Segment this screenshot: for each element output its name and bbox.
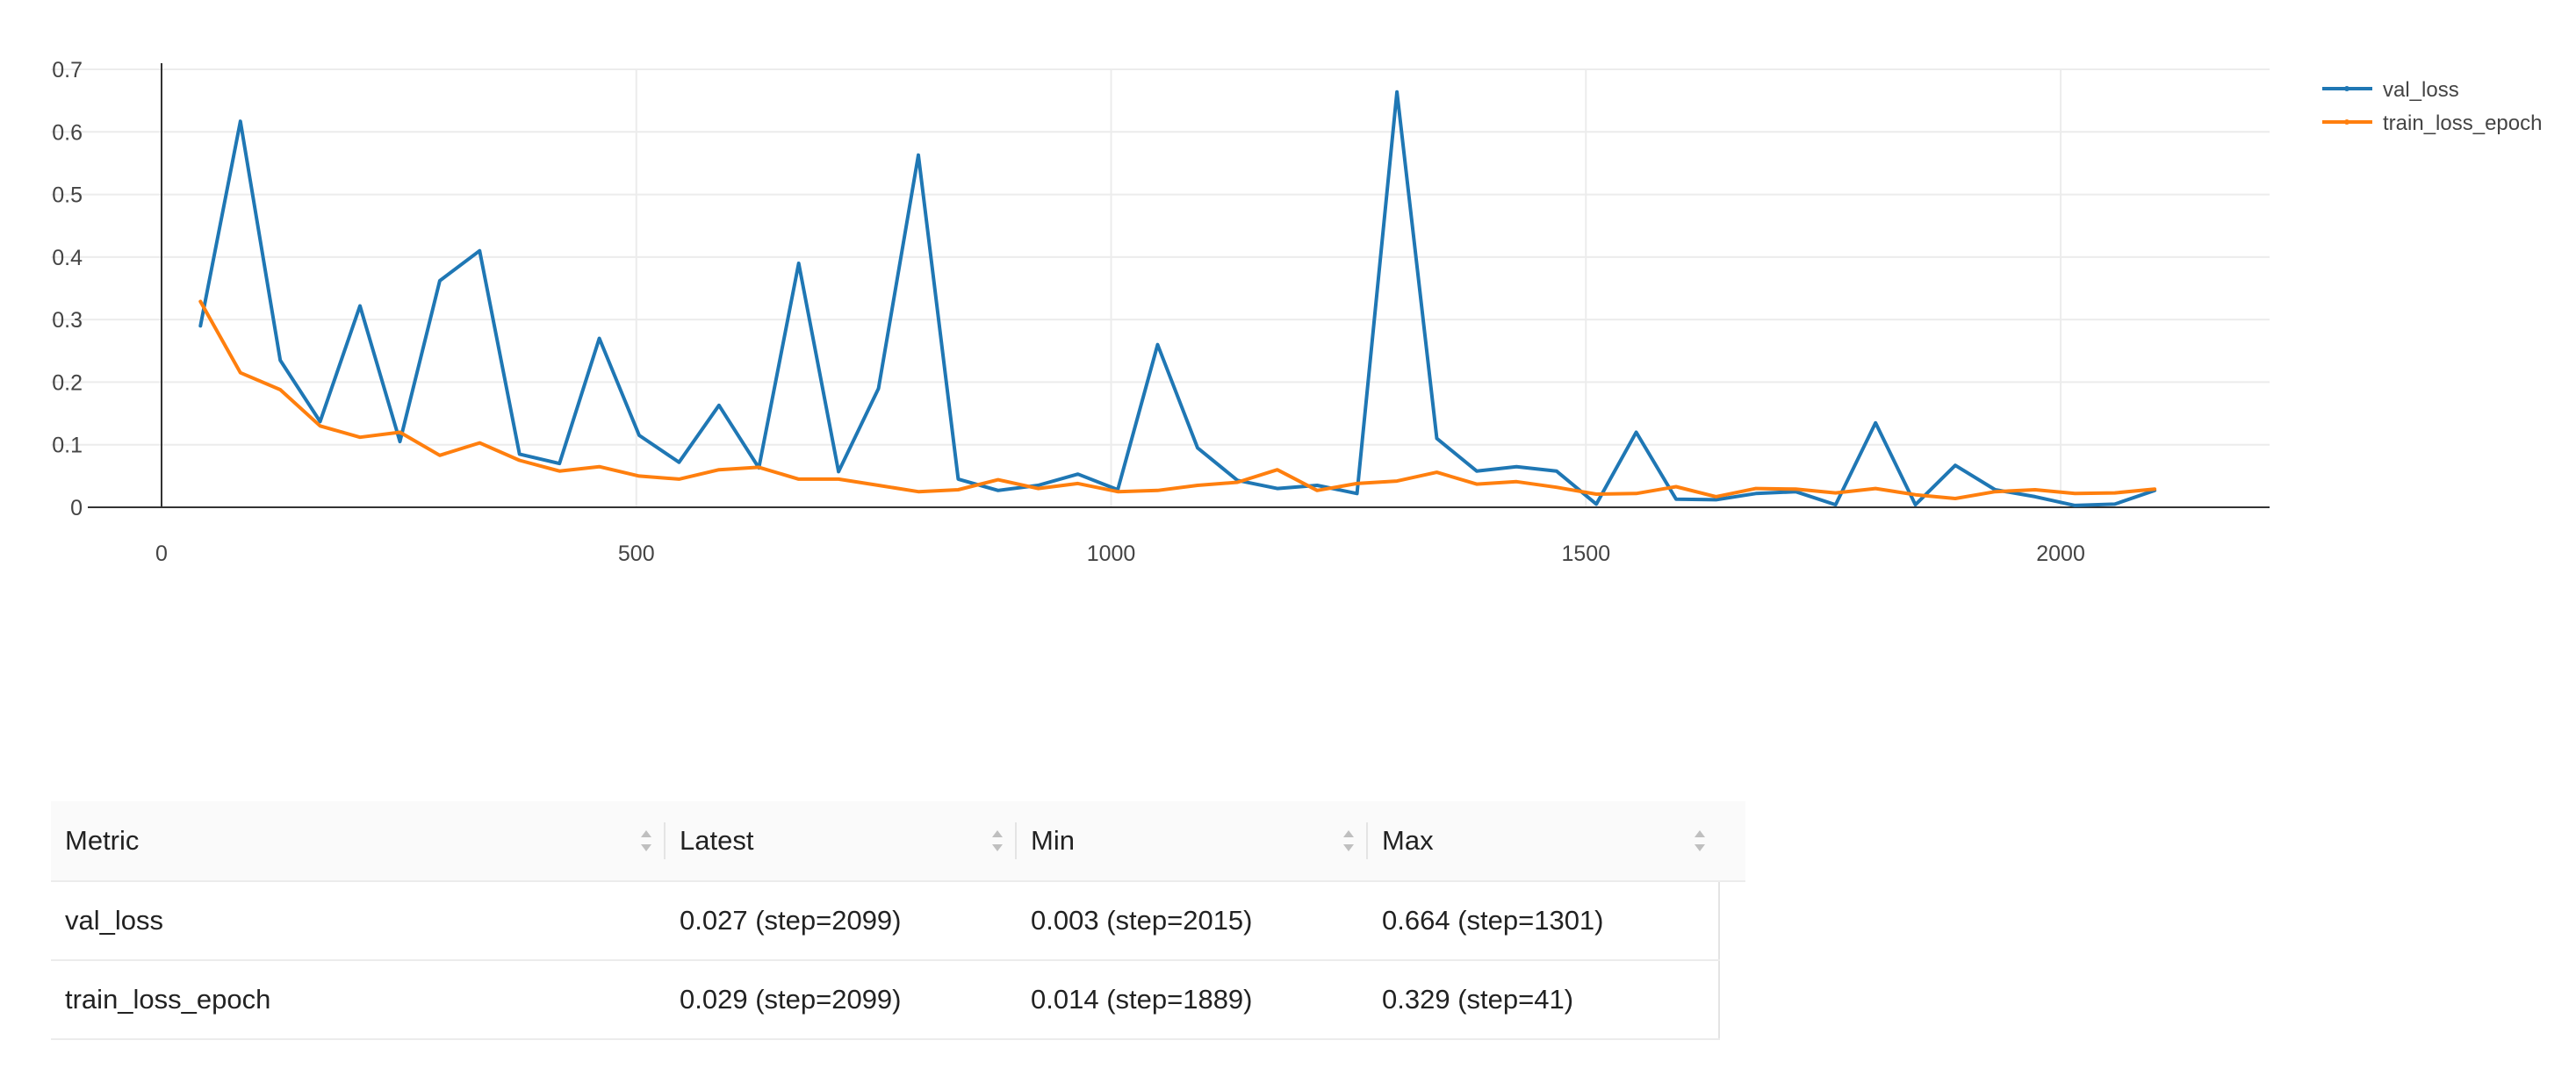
y-tick-label: 0.4: [52, 246, 83, 270]
column-header-max[interactable]: Max: [1368, 801, 1719, 882]
chart-legend[interactable]: val_loss train_loss_epoch: [2322, 78, 2542, 135]
table-header-row: Metric Latest Min Max: [51, 801, 1745, 882]
loss-chart-svg: 0 0.1 0.2 0.3 0.4 0.5 0.6 0.7 0 500 1000 1500 2000 v…: [51, 58, 2542, 566]
chart-grid: [51, 68, 2270, 507]
column-divider: [1366, 822, 1368, 859]
table-row: train_loss_epoch 0.029 (step=2099) 0.014…: [51, 960, 1745, 1040]
y-tick-label: 0.6: [52, 120, 83, 145]
cell-min: 0.003 (step=2015): [1017, 881, 1368, 961]
x-tick-label: 2000: [2036, 542, 2085, 566]
cell-max: 0.664 (step=1301): [1368, 881, 1719, 961]
sort-icon[interactable]: [992, 830, 1003, 851]
y-tick-label: 0.3: [52, 308, 83, 333]
cell-metric: train_loss_epoch: [51, 960, 666, 1040]
cell-latest: 0.029 (step=2099): [666, 960, 1017, 1040]
x-tick-label: 0: [155, 542, 168, 566]
column-header-label: Max: [1382, 825, 1434, 856]
column-header-latest[interactable]: Latest: [666, 801, 1017, 882]
loss-chart: 0 0.1 0.2 0.3 0.4 0.5 0.6 0.7 0 500 1000 1500 2000 v…: [51, 58, 2542, 566]
series-line-train-loss-epoch: [198, 299, 2157, 500]
cell-max: 0.329 (step=41): [1368, 960, 1719, 1040]
sort-icon[interactable]: [641, 830, 651, 851]
scroll-gutter[interactable]: [1718, 881, 1745, 960]
chart-tick-labels: 0 0.1 0.2 0.3 0.4 0.5 0.6 0.7 0 500 1000 1500 2000: [52, 58, 2085, 566]
column-header-label: Metric: [65, 825, 140, 856]
column-header-metric[interactable]: Metric: [51, 801, 666, 882]
sort-icon[interactable]: [1343, 830, 1354, 851]
series-line-val-loss: [198, 90, 2157, 507]
x-tick-label: 1500: [1561, 542, 1610, 566]
legend-item-val-loss[interactable]: val_loss: [2322, 78, 2459, 102]
cell-min: 0.014 (step=1889): [1017, 960, 1368, 1040]
sort-icon[interactable]: [1695, 830, 1705, 851]
x-tick-label: 1000: [1087, 542, 1136, 566]
legend-marker: [2344, 86, 2349, 91]
column-divider: [1015, 822, 1017, 859]
chart-series: [198, 90, 2157, 507]
table-row: val_loss 0.027 (step=2099) 0.003 (step=2…: [51, 881, 1745, 961]
header-spacer: [1719, 801, 1745, 882]
cell-metric: val_loss: [51, 881, 666, 961]
column-divider: [664, 822, 666, 859]
chart-axes: [88, 63, 2270, 508]
y-tick-label: 0.2: [52, 370, 83, 395]
cell-latest: 0.027 (step=2099): [666, 881, 1017, 961]
y-tick-label: 0: [70, 496, 83, 520]
legend-marker: [2344, 119, 2349, 125]
column-header-min[interactable]: Min: [1017, 801, 1368, 882]
column-header-label: Latest: [680, 825, 754, 856]
legend-item-train-loss-epoch[interactable]: train_loss_epoch: [2322, 111, 2542, 135]
scroll-gutter[interactable]: [1718, 960, 1745, 1039]
column-header-label: Min: [1031, 825, 1075, 856]
x-tick-label: 500: [618, 542, 655, 566]
legend-label: val_loss: [2383, 78, 2459, 102]
y-tick-label: 0.1: [52, 434, 83, 458]
legend-label: train_loss_epoch: [2383, 111, 2542, 135]
metrics-table: Metric Latest Min Max val_loss: [51, 801, 1745, 1040]
y-tick-label: 0.7: [52, 58, 83, 83]
y-tick-label: 0.5: [52, 183, 83, 208]
